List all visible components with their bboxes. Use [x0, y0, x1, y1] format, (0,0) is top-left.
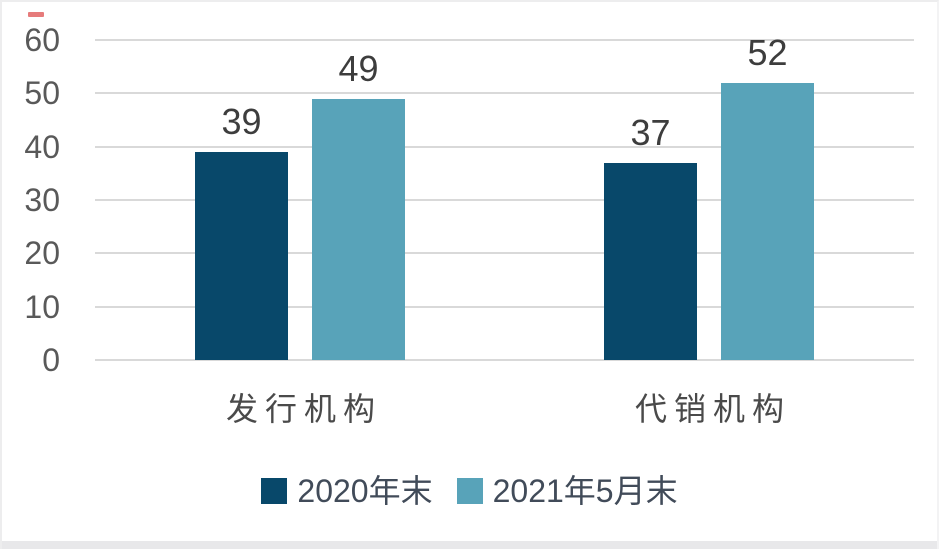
gridline: [95, 252, 914, 255]
gridline: [95, 145, 914, 148]
y-axis-tick-label: 30: [24, 182, 60, 218]
y-axis-tick-label: 10: [24, 288, 60, 325]
bottom-edge-strip: [2, 541, 937, 549]
gridline: [95, 359, 914, 361]
legend-label: 2021年5月末: [492, 473, 678, 509]
bar-value-label: 37: [630, 111, 671, 153]
x-axis-category-label: 代销机构: [634, 391, 792, 427]
x-axis-category-label: 发行机构: [225, 391, 383, 427]
bar: [721, 82, 814, 360]
gridline: [95, 305, 914, 308]
gridline: [95, 39, 914, 41]
legend-label: 2020年末: [297, 473, 433, 509]
y-axis-tick-label: 50: [24, 75, 60, 112]
red-dash-mark: [28, 12, 44, 17]
bar: [604, 162, 697, 360]
legend-item: 2020年末: [261, 473, 433, 509]
bar: [312, 98, 405, 360]
chart-legend: 2020年末 2021年5月末: [2, 474, 937, 508]
y-axis-tick-label: 60: [24, 22, 60, 58]
legend-swatch: [261, 478, 288, 504]
gridline: [95, 92, 914, 95]
bar-value-label: 52: [747, 31, 788, 73]
y-axis-tick-label: 0: [42, 342, 60, 378]
bar-value-label: 39: [221, 101, 262, 142]
legend-item: 2021年5月末: [456, 473, 678, 509]
gridline: [95, 199, 914, 201]
y-axis-tick-label: 40: [24, 128, 60, 165]
legend-swatch: [456, 478, 483, 504]
bar: [195, 152, 288, 360]
y-axis-tick-label: 20: [24, 235, 60, 272]
bar-value-label: 49: [338, 47, 379, 89]
